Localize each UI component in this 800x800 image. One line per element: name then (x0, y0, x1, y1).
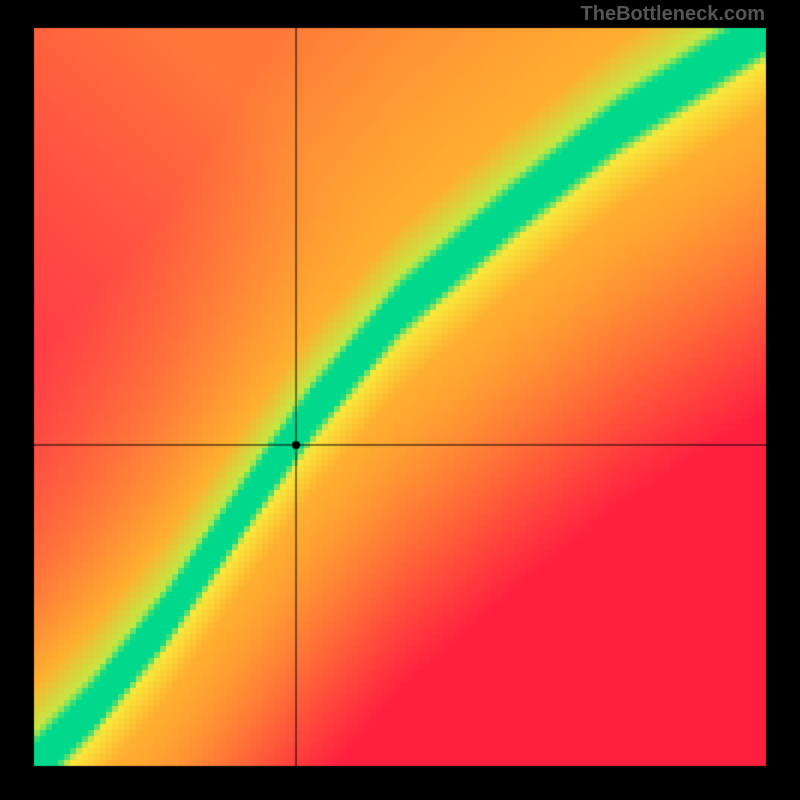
watermark-text: TheBottleneck.com (581, 3, 765, 26)
heatmap-canvas (0, 0, 800, 800)
chart-container: TheBottleneck.com (0, 0, 800, 800)
